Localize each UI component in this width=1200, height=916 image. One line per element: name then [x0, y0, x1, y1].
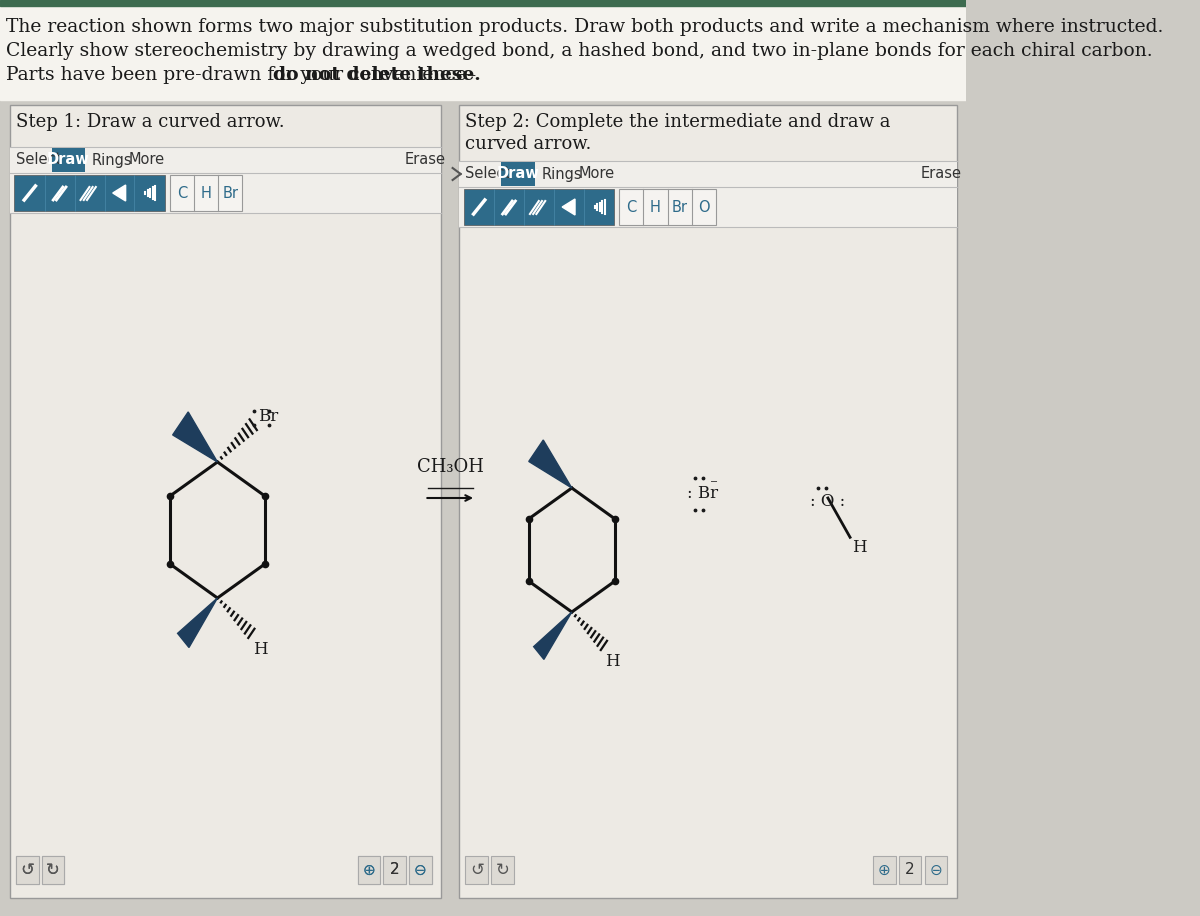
- Bar: [358, 856, 380, 884]
- Text: ⊖: ⊖: [414, 863, 427, 878]
- Bar: [383, 856, 406, 884]
- Text: H: H: [606, 653, 620, 671]
- Text: The reaction shown forms two major substitution products. Draw both products and: The reaction shown forms two major subst…: [6, 18, 1164, 36]
- Text: ↺: ↺: [470, 861, 484, 879]
- Text: H: H: [650, 200, 661, 214]
- Bar: [874, 856, 895, 884]
- Polygon shape: [562, 199, 575, 215]
- Text: ⊖: ⊖: [414, 863, 427, 878]
- Bar: [52, 148, 85, 172]
- Text: do not delete these.: do not delete these.: [274, 66, 481, 84]
- Bar: [0, 0, 966, 100]
- Text: ⊕: ⊕: [362, 863, 376, 878]
- Bar: [409, 856, 432, 884]
- Text: ↻: ↻: [47, 861, 60, 879]
- Bar: [170, 175, 242, 211]
- Text: More: More: [128, 152, 164, 168]
- Text: Draw: Draw: [47, 152, 90, 168]
- Text: 2: 2: [905, 863, 914, 878]
- Bar: [899, 856, 922, 884]
- Bar: [500, 162, 535, 186]
- Text: ↻: ↻: [496, 861, 510, 879]
- Bar: [383, 856, 406, 884]
- Bar: [924, 856, 947, 884]
- Text: H: H: [852, 540, 866, 556]
- Text: Rings: Rings: [92, 152, 132, 168]
- Text: Clearly show stereochemistry by drawing a wedged bond, a hashed bond, and two in: Clearly show stereochemistry by drawing …: [6, 42, 1153, 60]
- Text: ↺: ↺: [20, 861, 35, 879]
- Text: Rings: Rings: [541, 167, 582, 181]
- Text: ⊕: ⊕: [362, 863, 376, 878]
- Text: : O :: : O :: [810, 494, 846, 510]
- Text: 2: 2: [390, 863, 400, 878]
- Text: Step 1: Draw a curved arrow.: Step 1: Draw a curved arrow.: [16, 113, 284, 131]
- Text: C: C: [626, 200, 636, 214]
- Text: Erase: Erase: [920, 167, 961, 181]
- Bar: [16, 856, 38, 884]
- Text: More: More: [578, 167, 614, 181]
- Bar: [10, 173, 442, 213]
- Text: H: H: [200, 186, 211, 201]
- Text: Parts have been pre-drawn for your convenience–: Parts have been pre-drawn for your conve…: [6, 66, 476, 84]
- Bar: [10, 147, 442, 173]
- Polygon shape: [534, 612, 572, 660]
- Bar: [466, 856, 488, 884]
- Text: ↻: ↻: [47, 861, 60, 879]
- Text: ⊖: ⊖: [930, 863, 942, 878]
- Text: Erase: Erase: [406, 152, 446, 168]
- Bar: [460, 105, 956, 898]
- Bar: [16, 856, 38, 884]
- Polygon shape: [178, 598, 217, 648]
- Text: Br: Br: [222, 186, 239, 201]
- Text: ⊕: ⊕: [878, 863, 890, 878]
- Polygon shape: [113, 185, 126, 201]
- Text: Select: Select: [466, 167, 511, 181]
- Text: Br: Br: [258, 409, 278, 425]
- Bar: [42, 856, 65, 884]
- Text: : Br: : Br: [686, 485, 718, 503]
- Text: Step 2: Complete the intermediate and draw a: Step 2: Complete the intermediate and dr…: [466, 113, 890, 131]
- Bar: [409, 856, 432, 884]
- Text: 2: 2: [390, 863, 400, 878]
- Bar: [10, 105, 442, 898]
- Bar: [460, 187, 956, 227]
- Bar: [619, 189, 716, 225]
- Text: C: C: [176, 186, 187, 201]
- Text: ⁻: ⁻: [710, 477, 719, 493]
- Bar: [14, 175, 166, 211]
- Text: ↺: ↺: [20, 861, 35, 879]
- Bar: [0, 0, 966, 6]
- Bar: [42, 856, 65, 884]
- Text: Br: Br: [672, 200, 688, 214]
- Bar: [491, 856, 514, 884]
- Text: H: H: [253, 641, 268, 659]
- Text: CH₃OH: CH₃OH: [416, 458, 484, 476]
- Text: curved arrow.: curved arrow.: [466, 135, 592, 153]
- Text: Select: Select: [16, 152, 61, 168]
- Bar: [464, 189, 614, 225]
- Bar: [460, 161, 956, 187]
- Text: Draw: Draw: [497, 167, 539, 181]
- Text: O: O: [698, 200, 709, 214]
- Polygon shape: [173, 412, 217, 462]
- Bar: [358, 856, 380, 884]
- Polygon shape: [529, 440, 572, 488]
